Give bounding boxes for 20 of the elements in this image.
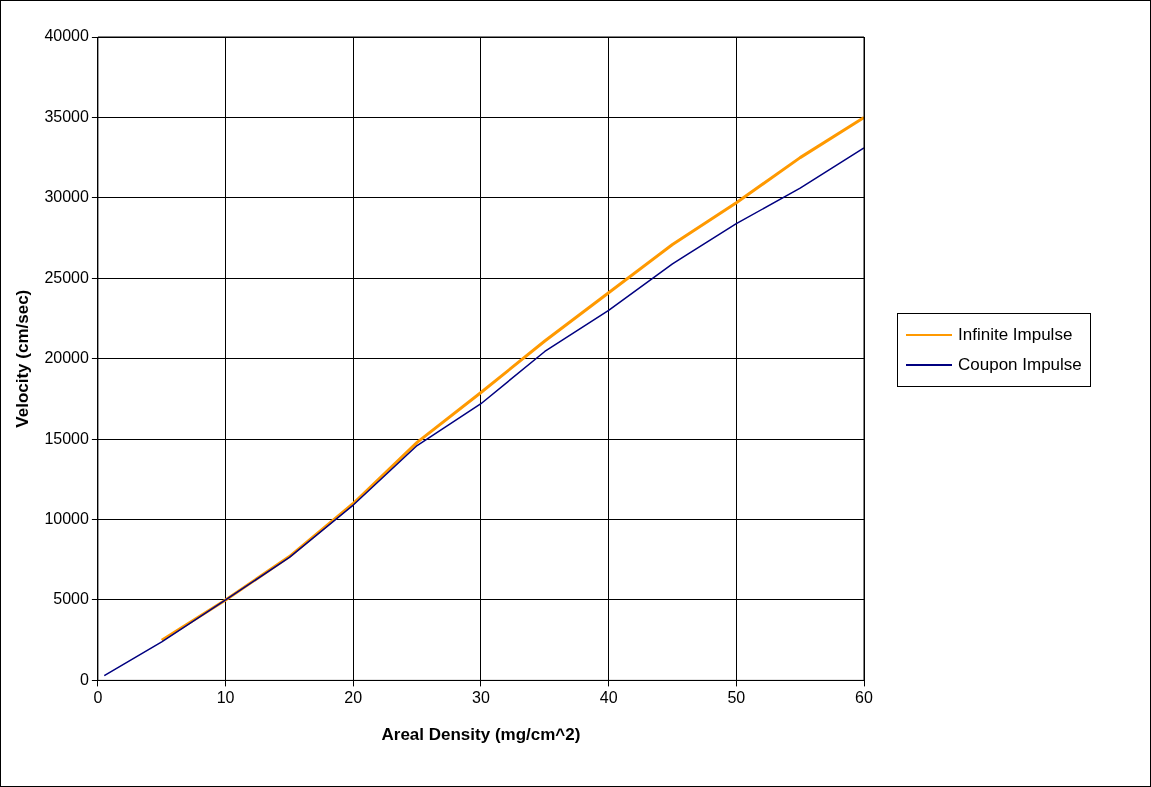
y-tick-label: 20000: [44, 349, 89, 367]
y-tick-label: 25000: [44, 268, 89, 286]
y-tick-label: 40000: [44, 27, 89, 45]
x-tick-label: 40: [599, 689, 618, 707]
x-tick-label: 30: [472, 689, 490, 707]
x-tick-label: 20: [344, 689, 363, 707]
y-axis-title: Velocity (cm/sec): [12, 289, 32, 428]
x-axis-title: Areal Density (mg/cm^2): [381, 725, 581, 745]
y-tick-label: 30000: [44, 188, 89, 206]
x-tick-label: 10: [216, 689, 235, 707]
x-tick-label: 60: [855, 689, 873, 707]
y-tick-label: 15000: [44, 429, 89, 447]
legend-label: Coupon Impulse: [958, 355, 1082, 375]
y-tick-label: 0: [79, 670, 89, 688]
y-tick-label: 35000: [44, 107, 89, 125]
y-tick-label: 5000: [53, 590, 89, 608]
x-tick-label: 50: [727, 689, 746, 707]
legend-label: Infinite Impulse: [958, 325, 1073, 345]
x-tick-label: 0: [93, 689, 103, 707]
y-tick-label: 10000: [44, 509, 89, 527]
